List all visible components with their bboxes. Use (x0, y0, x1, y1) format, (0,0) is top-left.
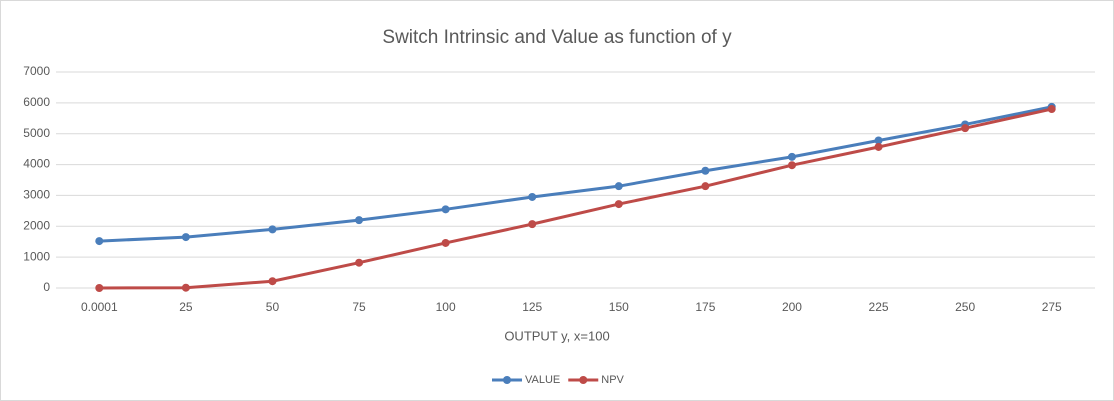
x-axis-title: OUTPUT y, x=100 (504, 328, 609, 343)
x-tick-label: 250 (955, 300, 975, 314)
data-point (355, 258, 364, 267)
y-tick-label: 4000 (23, 157, 50, 171)
data-point (181, 283, 190, 292)
x-tick-label: 125 (522, 300, 542, 314)
x-tick-label: 150 (609, 300, 629, 314)
y-tick-label: 6000 (23, 95, 50, 109)
data-point (961, 124, 970, 133)
x-tick-label: 50 (266, 300, 280, 314)
x-tick-label: 200 (782, 300, 802, 314)
legend-label: VALUE (525, 374, 560, 386)
data-point (268, 277, 277, 286)
y-tick-label: 7000 (23, 64, 50, 78)
y-tick-label: 3000 (23, 188, 50, 202)
data-point (614, 200, 623, 209)
data-point (355, 216, 364, 225)
legend-marker (503, 376, 511, 384)
x-tick-label: 25 (179, 300, 193, 314)
data-point (95, 284, 104, 292)
y-tick-label: 5000 (23, 126, 50, 140)
data-point (181, 233, 190, 242)
data-point (701, 166, 710, 175)
data-point (614, 182, 623, 191)
y-tick-label: 0 (43, 280, 50, 294)
data-point (701, 182, 710, 191)
data-point (874, 142, 883, 151)
x-tick-label: 225 (869, 300, 889, 314)
x-tick-label: 175 (695, 300, 715, 314)
y-tick-label: 1000 (23, 249, 50, 263)
series-line (99, 107, 1053, 290)
chart-title: Switch Intrinsic and Value as function o… (382, 27, 732, 48)
legend-label: NPV (601, 374, 624, 386)
data-point (95, 237, 104, 246)
x-tick-label: 0.0001 (81, 300, 118, 314)
data-point (787, 161, 796, 170)
x-tick-label: 100 (436, 300, 456, 314)
x-tick-label: 275 (1042, 300, 1062, 314)
data-point (874, 136, 883, 145)
legend-marker (579, 376, 588, 384)
data-point (787, 152, 796, 161)
y-tick-label: 2000 (23, 218, 50, 232)
data-point (528, 192, 537, 201)
data-point (441, 238, 450, 247)
data-point (528, 220, 537, 229)
data-point (268, 225, 277, 234)
data-point (441, 205, 450, 214)
series-line (99, 105, 1053, 243)
data-point (1047, 105, 1056, 114)
x-tick-label: 75 (352, 300, 366, 314)
